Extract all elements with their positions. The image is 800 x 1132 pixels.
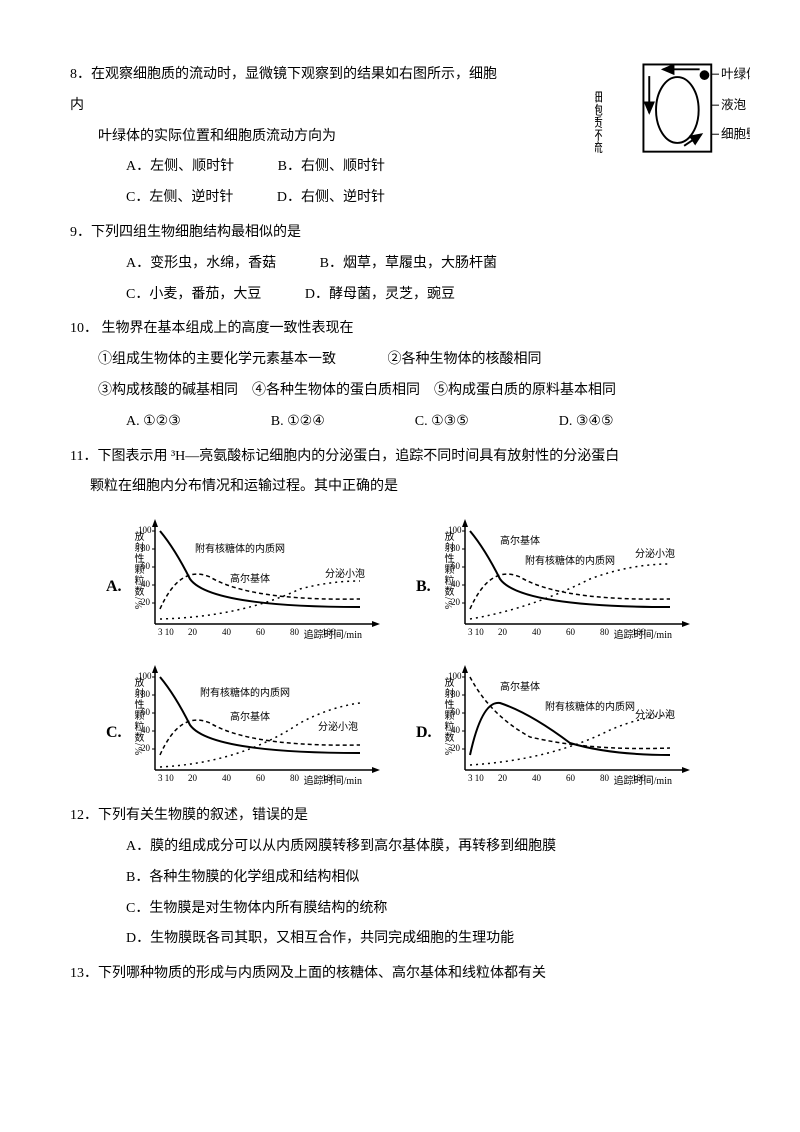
q13-stem: 13．下列哪种物质的形成与内质网及上面的核糖体、高尔基体和线粒体都有关 <box>70 959 730 990</box>
q11-chart-C: C. 放射性颗粒数/% 追踪时间/min 附有核糖体的内质网 高尔基体 分泌小泡… <box>100 655 390 795</box>
svg-text:20: 20 <box>188 773 198 783</box>
svg-text:60: 60 <box>256 773 266 783</box>
svg-text:80: 80 <box>600 627 610 637</box>
q11-C-ylabel: 放射性颗粒数/% <box>126 677 148 756</box>
svg-text:3 10: 3 10 <box>158 627 174 637</box>
q12-stem: 12．下列有关生物膜的叙述，错误的是 <box>70 801 730 832</box>
q11-B-ylabel: 放射性颗粒数/% <box>436 531 458 610</box>
q10-items345: ③构成核酸的碱基相同 ④各种生物体的蛋白质相同 ⑤构成蛋白质的原料基本相同 <box>70 376 730 407</box>
q11-stem2: 颗粒在细胞内分布情况和运输过程。其中正确的是 <box>70 472 730 503</box>
q10-stem: 10． 生物界在基本组成上的高度一致性表现在 <box>70 314 730 345</box>
svg-text:3 10: 3 10 <box>158 773 174 783</box>
svg-text:20: 20 <box>498 773 508 783</box>
q10-optB: B. ①②④ <box>271 407 325 438</box>
svg-text:40: 40 <box>222 773 232 783</box>
svg-text:3 10: 3 10 <box>468 773 484 783</box>
q11-D-xlabel: 追踪时间/min <box>614 771 672 793</box>
q11-C-vesicle: 分泌小泡 <box>318 717 358 739</box>
svg-text:20: 20 <box>498 627 508 637</box>
q11-A-vesicle: 分泌小泡 <box>325 564 365 586</box>
q11-B-er: 附有核糖体的内质网 <box>525 551 615 573</box>
q8-optD: D．右侧、逆时针 <box>277 183 385 214</box>
q11-chart-B: B. 放射性颗粒数/% 追踪时间/min 高尔基体 附有核糖体的内质网 分泌小泡… <box>410 509 700 649</box>
q8-optB: B．右侧、顺时针 <box>278 152 385 183</box>
q11-A-er: 附有核糖体的内质网 <box>195 539 285 561</box>
svg-text:40: 40 <box>532 627 542 637</box>
q12-optB: B．各种生物膜的化学组成和结构相似 <box>70 863 730 894</box>
q11-A-xlabel: 追踪时间/min <box>304 625 362 647</box>
q9-stem: 9．下列四组生物细胞结构最相似的是 <box>70 218 730 249</box>
q12-optD: D．生物膜既各司其职，又相互合作，共同完成细胞的生理功能 <box>70 924 730 955</box>
q11-panelA-label: A. <box>106 569 122 604</box>
q10-item2: ②各种生物体的核酸相同 <box>388 352 542 367</box>
svg-text:20: 20 <box>188 627 198 637</box>
q11-chart-D: D. 放射性颗粒数/% 追踪时间/min 高尔基体 附有核糖体的内质网 分泌小泡… <box>410 655 700 795</box>
q9-optB: B．烟草，草履虫，大肠杆菌 <box>320 249 497 280</box>
q8-optA: A．左侧、顺时针 <box>126 152 234 183</box>
q11-chart-row1: A. 放射性颗粒数/% 追踪时间/min 附有核糖体的内质网 高尔基体 分泌小泡… <box>70 509 730 649</box>
q11-chart-A: A. 放射性颗粒数/% 追踪时间/min 附有核糖体的内质网 高尔基体 分泌小泡… <box>100 509 390 649</box>
svg-text:80: 80 <box>290 627 300 637</box>
label-vacuole: 液泡 <box>721 98 747 112</box>
q11-panelC-label: C. <box>106 715 122 750</box>
cell-diagram: 细胞质环流 叶绿体 液泡 细胞壁 <box>595 55 750 178</box>
svg-text:60: 60 <box>256 627 266 637</box>
q9-optA: A．变形虫，水绵，香菇 <box>126 249 276 280</box>
q11-C-golgi: 高尔基体 <box>230 707 270 729</box>
chloroplast-dot <box>700 70 710 80</box>
q11-C-xlabel: 追踪时间/min <box>304 771 362 793</box>
q9-optD: D．酵母菌，灵芝，豌豆 <box>305 280 455 311</box>
label-chloroplast: 叶绿体 <box>721 67 750 81</box>
q10-optA: A. ①②③ <box>126 407 181 438</box>
q8-optC: C．左侧、逆时针 <box>126 183 233 214</box>
q11-stem1: 11．下图表示用 ³H—亮氨酸标记细胞内的分泌蛋白，追踪不同时间具有放射性的分泌… <box>70 442 730 473</box>
q11-C-er: 附有核糖体的内质网 <box>200 683 290 705</box>
q11-panelD-label: D. <box>416 715 432 750</box>
q10-item1: ①组成生物体的主要化学元素基本一致 <box>98 352 336 367</box>
q11-B-golgi: 高尔基体 <box>500 531 540 553</box>
svg-text:3 10: 3 10 <box>468 627 484 637</box>
q9-optC: C．小麦，番茄，大豆 <box>126 280 261 311</box>
q11-B-xlabel: 追踪时间/min <box>614 625 672 647</box>
q12-optC: C．生物膜是对生物体内所有膜结构的统称 <box>70 894 730 925</box>
svg-text:80: 80 <box>600 773 610 783</box>
label-cell-wall: 细胞壁 <box>721 127 750 141</box>
label-cytoplasm-flow: 细胞质环流 <box>595 91 602 154</box>
svg-text:40: 40 <box>532 773 542 783</box>
q10-optC: C. ①③⑤ <box>415 407 469 438</box>
svg-text:40: 40 <box>222 627 232 637</box>
q11-D-golgi: 高尔基体 <box>500 677 540 699</box>
q11-D-vesicle: 分泌小泡 <box>635 705 675 727</box>
q11-A-golgi: 高尔基体 <box>230 569 270 591</box>
q11-chart-row2: C. 放射性颗粒数/% 追踪时间/min 附有核糖体的内质网 高尔基体 分泌小泡… <box>70 655 730 795</box>
q11-D-ylabel: 放射性颗粒数/% <box>436 677 458 756</box>
q11-B-vesicle: 分泌小泡 <box>635 544 675 566</box>
q11-D-er: 附有核糖体的内质网 <box>545 697 635 719</box>
svg-text:80: 80 <box>290 773 300 783</box>
q11-A-ylabel: 放射性颗粒数/% <box>126 531 148 610</box>
vacuole-ellipse <box>656 77 699 143</box>
q11-panelB-label: B. <box>416 569 431 604</box>
q10-optD: D. ③④⑤ <box>559 407 614 438</box>
svg-text:60: 60 <box>566 773 576 783</box>
svg-text:60: 60 <box>566 627 576 637</box>
q12-optA: A．膜的组成成分可以从内质网膜转移到高尔基体膜，再转移到细胞膜 <box>70 832 730 863</box>
